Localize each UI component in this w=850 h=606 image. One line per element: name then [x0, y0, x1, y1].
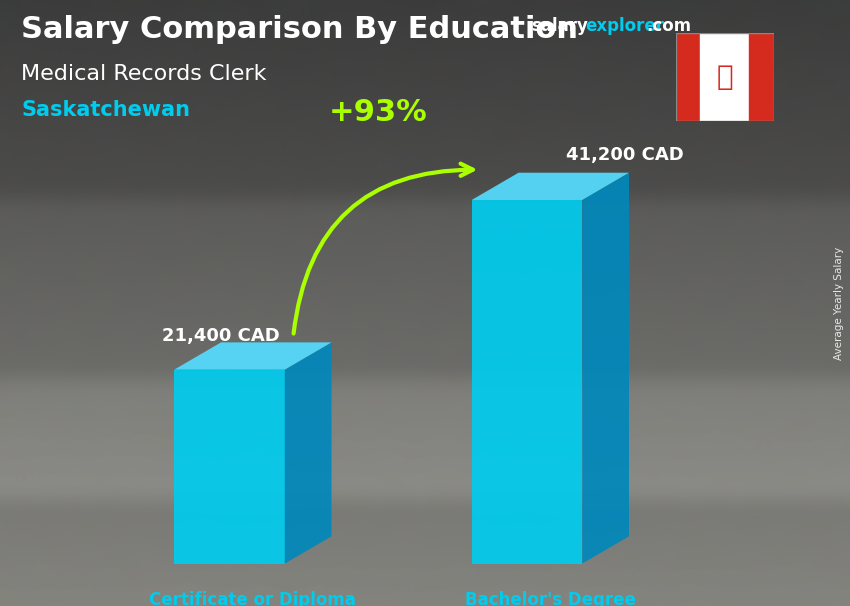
- Polygon shape: [174, 342, 332, 370]
- Polygon shape: [472, 173, 629, 200]
- Bar: [700, 33, 749, 121]
- Text: 41,200 CAD: 41,200 CAD: [566, 145, 683, 164]
- Text: explorer: explorer: [585, 17, 664, 35]
- Polygon shape: [174, 370, 285, 564]
- Polygon shape: [285, 342, 332, 564]
- Text: Saskatchewan: Saskatchewan: [21, 100, 190, 120]
- Text: 🍁: 🍁: [717, 63, 733, 92]
- Text: salary: salary: [531, 17, 588, 35]
- Polygon shape: [582, 173, 629, 564]
- Text: 21,400 CAD: 21,400 CAD: [162, 327, 280, 345]
- Polygon shape: [472, 200, 582, 564]
- Text: Medical Records Clerk: Medical Records Clerk: [21, 64, 267, 84]
- Text: Certificate or Diploma: Certificate or Diploma: [150, 591, 356, 606]
- Text: +93%: +93%: [329, 98, 428, 127]
- FancyArrowPatch shape: [293, 164, 473, 333]
- Bar: [676, 33, 700, 121]
- Text: .com: .com: [646, 17, 691, 35]
- Text: Bachelor's Degree: Bachelor's Degree: [465, 591, 636, 606]
- Bar: [749, 33, 774, 121]
- Text: Average Yearly Salary: Average Yearly Salary: [834, 247, 844, 359]
- Text: Salary Comparison By Education: Salary Comparison By Education: [21, 15, 578, 44]
